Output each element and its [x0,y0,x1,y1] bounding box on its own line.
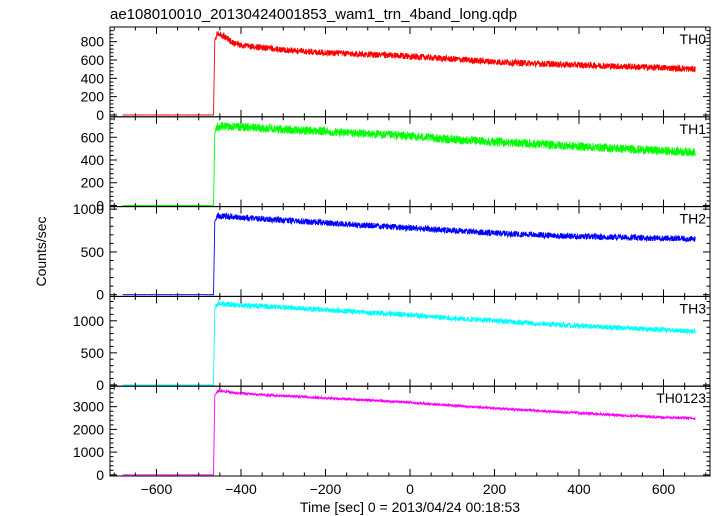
panel-label-th3: TH3 [680,300,707,316]
panel-label-th2: TH2 [680,211,707,227]
panel-th3: 0 500 1000 TH3 [73,295,711,393]
y-tick-label: 1000 [73,313,104,329]
y-tick-label: 200 [81,175,105,191]
x-tick-label: −200 [310,481,342,497]
y-tick-label: 600 [81,129,105,145]
series-line-th2 [122,211,696,296]
y-tick-label: 3000 [73,399,104,415]
y-tick-label: 500 [81,244,105,260]
panel-frame [109,26,711,118]
y-tick-label: 1000 [73,201,104,217]
x-axis-label: Time [sec] 0 = 2013/04/24 00:18:53 [300,499,520,515]
series-line-th0 [122,31,696,116]
y-tick-label: 0 [96,287,104,303]
y-tick-label: 800 [81,34,105,50]
x-tick-label: 600 [652,481,676,497]
y-tick-label: 600 [81,52,105,68]
y-tick-label: 500 [81,345,105,361]
y-axis-label: Counts/sec [33,216,49,286]
panel-label-th0: TH0 [680,31,707,47]
y-tick-label: 0 [96,197,104,213]
panel-frame [109,206,711,297]
x-tick-label: −600 [141,481,173,497]
x-tick-label: 400 [567,481,591,497]
y-tick-label: 400 [81,152,105,168]
y-tick-label: 0 [96,467,104,483]
x-tick-label: 200 [483,481,507,497]
panel-label-th0123: TH0123 [656,390,706,406]
series-line-th3 [122,299,696,386]
series-line-th1 [122,122,696,207]
panel-th0123: 0 1000 2000 3000 TH0123 [73,385,711,483]
x-tick-label: 0 [406,481,414,497]
panel-th1: 0 200 400 600 TH1 [81,116,711,213]
panel-frame [109,116,711,208]
y-tick-label: 1000 [73,444,104,460]
y-tick-label: 200 [81,89,105,105]
y-tick-label: 0 [96,107,104,123]
series-line-th0123 [122,389,696,476]
panel-th0: 0 200 400 600 800 TH0 [81,26,711,123]
panels: 0 200 400 600 800 TH0 0 200 400 600 TH1 0 500 1000 TH2… [73,26,711,497]
y-tick-label: 400 [81,70,105,86]
panel-th2: 0 500 1000 TH2 [73,201,711,303]
y-tick-label: 0 [96,377,104,393]
panel-label-th1: TH1 [680,121,707,137]
x-tick-label: −400 [225,481,257,497]
panel-frame [109,295,711,387]
y-tick-label: 2000 [73,421,104,437]
chart-title: ae108010010_20130424001853_wam1_trn_4ban… [110,6,517,23]
panel-frame [109,385,711,477]
